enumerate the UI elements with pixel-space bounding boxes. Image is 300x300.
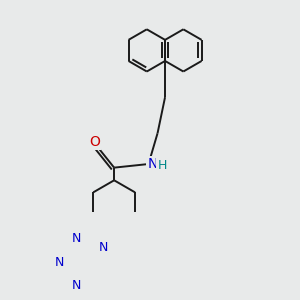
Text: N: N — [71, 279, 81, 292]
Text: N: N — [147, 157, 158, 171]
Text: N: N — [54, 256, 64, 269]
Text: N: N — [99, 242, 108, 254]
Text: O: O — [89, 135, 100, 149]
Text: N: N — [71, 232, 81, 245]
Text: H: H — [158, 159, 167, 172]
